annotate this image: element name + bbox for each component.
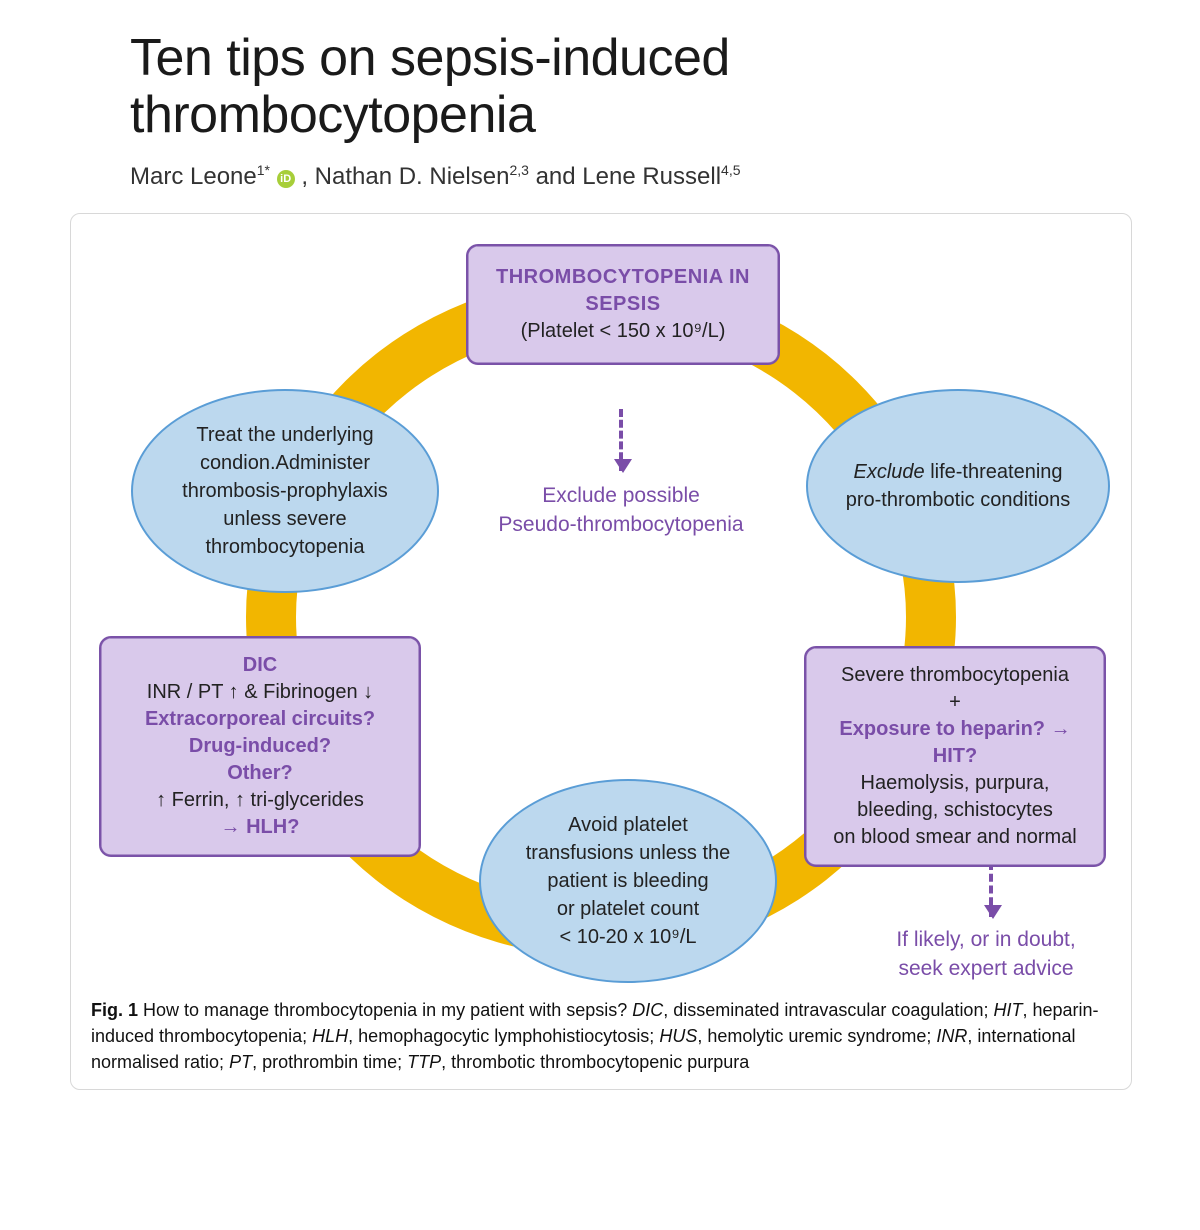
abbr-dic-def: , disseminated intravascular coagulation… [663,1000,993,1020]
diagram-stage: THROMBOCYTOPENIA IN SEPSIS (Platelet < 1… [71,214,1131,1089]
arrow-right [989,862,993,917]
node-top-box: THROMBOCYTOPENIA IN SEPSIS (Platelet < 1… [466,244,780,365]
author-3: and Lene Russell [536,163,721,190]
abbr-hlh-def: , hemophagocytic lymphohistiocytosis; [348,1026,659,1046]
abbr-inr: INR [936,1026,967,1046]
caption-label: Fig. 1 [91,1000,138,1020]
node-left-box: DIC INR / PT ↑ & Fibrinogen ↓ Extracorpo… [99,636,421,857]
abbr-hit: HIT [993,1000,1022,1020]
right-box-l5: Haemolysis, purpura, bleeding, schistocy… [824,770,1086,824]
bottom-l3: patient is bleeding [547,870,708,892]
left-l5: thrombocytopenia [206,536,365,558]
node-bottom-ellipse: Avoid platelet transfusions unless the p… [479,779,777,983]
annot-top-l2: Pseudo-thrombocytopenia [498,513,743,536]
left-l3: thrombosis-prophylaxis [182,480,388,502]
abbr-pt: PT [229,1052,252,1072]
left-box-l2: INR / PT ↑ & Fibrinogen ↓ [117,679,403,706]
arrow-top [619,409,623,471]
annot-top-l1: Exclude possible [542,484,700,507]
abbr-ttp-def: , thrombotic thrombocytopenic purpura [441,1052,749,1072]
annot-right-l1: If likely, or in doubt, [896,928,1075,951]
abbr-hus-def: , hemolytic uremic syndrome; [697,1026,936,1046]
top-box-subtitle: (Platelet < 150 x 10⁹/L) [490,318,756,345]
right-ellipse-em: Exclude [853,461,924,483]
affil-2: 2,3 [509,162,528,178]
bottom-l2: transfusions unless the [526,842,731,864]
annot-right-l2: seek expert advice [898,957,1073,980]
author-line: Marc Leone1* iD , Nathan D. Nielsen2,3 a… [130,162,1200,191]
left-l1: Treat the underlying [196,424,373,446]
bottom-l5: < 10-20 x 10⁹/L [560,926,697,948]
abbr-pt-def: , prothrombin time; [252,1052,407,1072]
left-box-l5: Other? [117,760,403,787]
affil-3: 4,5 [721,162,740,178]
right-box-l6: on blood smear and normal [824,824,1086,851]
left-box-l3: Extracorporeal circuits? [117,706,403,733]
left-l4: unless severe [223,508,346,530]
page-title: Ten tips on sepsis-induced thrombocytope… [130,30,1030,144]
author-1: Marc Leone [130,163,257,190]
bottom-l4: or platelet count [557,898,699,920]
right-box-l3: Exposure to heparin? → [824,716,1086,743]
node-right-box: Severe thrombocytopenia + Exposure to he… [804,646,1106,867]
left-l2: condion.Administer [200,452,370,474]
left-box-l1: DIC [117,652,403,679]
node-right-ellipse: Exclude life-threatening pro-thrombotic … [806,389,1110,583]
bottom-l1: Avoid platelet [568,814,688,836]
arrow-top-head [614,459,632,473]
author-2: , Nathan D. Nielsen [301,163,509,190]
left-box-l4: Drug-induced? [117,733,403,760]
abbr-ttp: TTP [407,1052,441,1072]
node-left-ellipse: Treat the underlying condion.Administer … [131,389,439,593]
abbr-hus: HUS [659,1026,697,1046]
orcid-icon: iD [277,170,295,188]
abbr-dic: DIC [632,1000,663,1020]
right-box-l2: + [824,689,1086,716]
annot-right: If likely, or in doubt, seek expert advi… [851,926,1121,983]
annot-top: Exclude possible Pseudo-thrombocytopenia [471,482,771,539]
abbr-hlh: HLH [312,1026,348,1046]
affil-1: 1* [257,162,270,178]
figure-frame: THROMBOCYTOPENIA IN SEPSIS (Platelet < 1… [70,213,1132,1090]
left-box-l7: → HLH? [117,814,403,841]
left-box-l6: ↑ Ferrin, ↑ tri-glycerides [117,787,403,814]
caption-body: How to manage thrombocytopenia in my pat… [138,1000,632,1020]
right-box-l1: Severe thrombocytopenia [824,662,1086,689]
right-box-l4: HIT? [824,743,1086,770]
arrow-right-head [984,905,1002,919]
top-box-heading: THROMBOCYTOPENIA IN SEPSIS [490,264,756,318]
figure-caption: Fig. 1 How to manage thrombocytopenia in… [91,997,1111,1075]
